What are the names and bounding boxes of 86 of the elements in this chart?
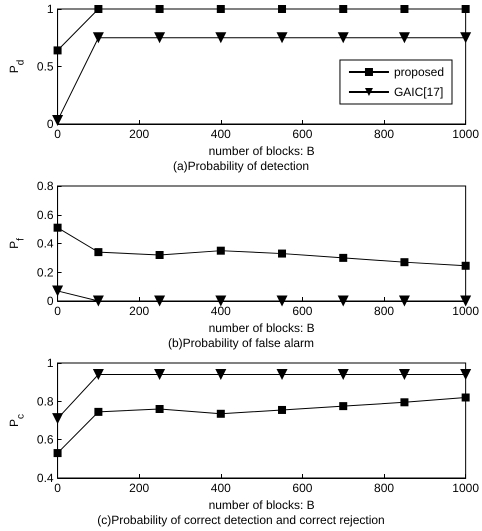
x-tick-label: 200 <box>129 304 150 318</box>
x-tick-label: 600 <box>292 304 313 318</box>
y-tick-label: 1 <box>46 2 54 16</box>
point <box>278 250 286 258</box>
point <box>462 262 470 270</box>
point <box>52 413 64 424</box>
point <box>92 296 104 306</box>
point <box>398 32 410 44</box>
point <box>215 296 226 306</box>
point <box>52 115 64 126</box>
text: (b)Probability of false alarm <box>168 336 314 350</box>
y-tick-label: 0.2 <box>36 265 54 280</box>
legend-label: proposed <box>394 65 444 79</box>
y-tick-label: 0 <box>46 294 54 308</box>
point <box>276 32 288 44</box>
point <box>156 5 164 13</box>
y-axis-title: Pf <box>7 238 26 249</box>
point <box>52 285 64 296</box>
point <box>398 369 410 380</box>
point <box>276 296 288 306</box>
point <box>92 369 104 380</box>
text: (c)Probability of correct detection and correct rejection <box>97 513 385 527</box>
point <box>156 405 164 413</box>
x-axis-title: number of blocks: B <box>208 498 315 512</box>
point <box>54 46 62 54</box>
y-axis-title: Pd <box>7 60 26 74</box>
x-axis-title: number of blocks: B <box>208 144 315 158</box>
point <box>339 402 348 410</box>
point <box>462 5 470 13</box>
point <box>154 369 166 380</box>
point <box>94 248 102 256</box>
point <box>92 32 104 44</box>
point <box>216 5 225 13</box>
x-tick-label: 600 <box>292 127 313 141</box>
x-tick-label: 600 <box>292 481 313 495</box>
x-tick-label: 1000 <box>452 481 480 495</box>
point <box>398 296 410 306</box>
point <box>216 410 225 418</box>
y-tick-label: 0.4 <box>36 236 54 250</box>
point <box>338 369 349 380</box>
point <box>462 394 470 402</box>
point <box>278 5 286 13</box>
point <box>94 5 102 13</box>
point <box>339 254 348 262</box>
point <box>460 32 472 44</box>
point <box>276 369 288 380</box>
point <box>154 296 166 306</box>
point <box>400 5 408 13</box>
point <box>54 224 62 232</box>
y-tick-label: 0.6 <box>36 432 54 447</box>
y-tick-label: 0 <box>46 117 54 131</box>
point <box>400 398 408 406</box>
y-tick-label: 0.4 <box>36 471 54 485</box>
y-tick-label: 1 <box>46 356 54 370</box>
point <box>460 296 472 306</box>
y-axis-title: Pc <box>7 414 26 428</box>
x-tick-label: 400 <box>210 127 232 141</box>
point <box>278 406 286 414</box>
point <box>460 369 472 380</box>
x-tick-label: 400 <box>210 304 232 318</box>
y-tick-label: 0.8 <box>36 394 54 408</box>
x-tick-label: 400 <box>210 481 232 495</box>
text: (a)Probability of detection <box>172 159 310 173</box>
x-axis-title: number of blocks: B <box>208 320 315 335</box>
x-tick-label: 1000 <box>452 304 480 318</box>
x-tick-label: 800 <box>374 304 394 318</box>
point <box>154 32 166 44</box>
x-tick-label: 200 <box>129 481 150 495</box>
y-tick-label: 0.5 <box>36 60 54 74</box>
x-tick-label: 1000 <box>452 127 480 141</box>
point <box>216 246 225 255</box>
point <box>338 32 349 44</box>
x-tick-label: 800 <box>374 481 394 495</box>
point <box>215 32 226 44</box>
point <box>156 251 164 259</box>
point <box>215 369 226 380</box>
point <box>94 408 102 416</box>
point <box>338 296 349 306</box>
x-tick-label: 800 <box>374 127 394 141</box>
point <box>54 449 62 458</box>
y-tick-label: 0.6 <box>36 208 54 222</box>
x-tick-label: 200 <box>129 127 150 141</box>
point <box>339 5 348 13</box>
point <box>400 258 408 266</box>
y-tick-label: 0.8 <box>36 179 54 193</box>
legend-label: GAIC[17] <box>394 85 444 99</box>
